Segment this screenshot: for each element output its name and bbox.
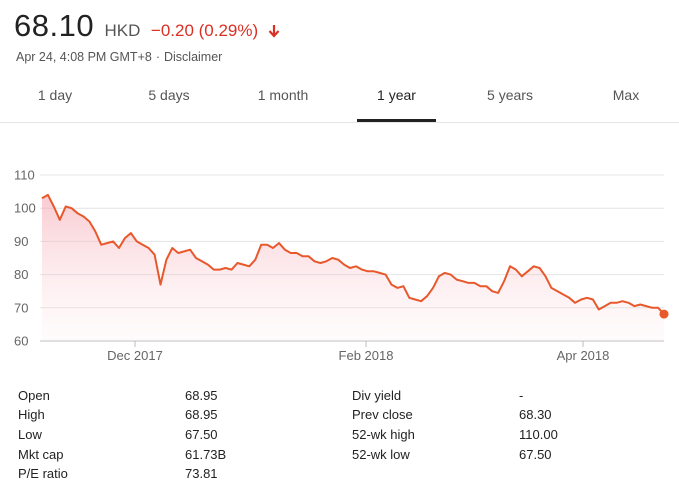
x-axis-labels: Dec 2017 Feb 2018 Apr 2018 (107, 341, 609, 363)
disclaimer-link[interactable]: Disclaimer (164, 50, 223, 64)
stat-label: Mkt cap (18, 447, 64, 462)
y-tick-label: 70 (14, 300, 28, 315)
range-tabs: 1 day 5 days 1 month 1 year 5 years Max (0, 74, 679, 123)
y-tick-label: 110 (14, 168, 35, 183)
arrow-down-icon (268, 24, 280, 43)
stat-value: 61.73B (185, 447, 227, 462)
y-tick-label: 80 (14, 267, 28, 282)
stat-value: 68.30 (519, 407, 552, 422)
tab-1-year[interactable]: 1 year (357, 74, 436, 122)
tab-max[interactable]: Max (612, 87, 640, 103)
stat-value: 110.00 (519, 427, 558, 442)
price-chart[interactable]: 110 100 90 80 70 60 Dec 2017 Feb 2018 Apr 2018 (0, 150, 679, 370)
x-tick-label: Feb 2018 (339, 348, 394, 363)
quote-timestamp: Apr 24, 4:08 PM GMT+8 (16, 50, 152, 64)
quote-header: 68.10 HKD −0.20 (0.29%) (14, 8, 280, 44)
tab-5-days[interactable]: 5 days (148, 87, 190, 103)
y-tick-label: 60 (14, 334, 28, 349)
stat-label: High (18, 407, 45, 422)
stat-label: Open (18, 388, 50, 403)
quote-meta: Apr 24, 4:08 PM GMT+8 · Disclaimer (16, 50, 222, 64)
price-change: −0.20 (0.29%) (150, 21, 259, 40)
stat-label: P/E ratio (18, 466, 68, 481)
stat-value: 68.95 (185, 407, 218, 422)
stat-value: 67.50 (185, 427, 218, 442)
price-line (41, 193, 665, 315)
x-tick-label: Apr 2018 (557, 348, 610, 363)
key-stats: Open 68.95 High 68.95 Low 67.50 Mkt cap … (18, 386, 668, 496)
x-tick-label: Dec 2017 (107, 348, 163, 363)
current-price: 68.10 (14, 8, 95, 43)
currency-code: HKD (104, 21, 141, 40)
last-price-marker (659, 309, 669, 319)
stat-label: 52-wk high (352, 427, 415, 442)
y-axis-labels: 110 100 90 80 70 60 (14, 168, 36, 349)
stat-value: 73.81 (185, 466, 218, 481)
stat-label: 52-wk low (352, 447, 410, 462)
tab-1-day[interactable]: 1 day (37, 87, 73, 103)
stat-label: Low (18, 427, 42, 442)
y-tick-label: 100 (14, 201, 36, 216)
tab-5-years[interactable]: 5 years (487, 87, 533, 103)
stat-value: 67.50 (519, 447, 552, 462)
stat-label: Prev close (352, 407, 413, 422)
stat-value: - (519, 388, 524, 403)
tab-1-month[interactable]: 1 month (257, 87, 309, 103)
meta-separator: · (155, 50, 160, 64)
stat-label: Div yield (352, 388, 402, 403)
y-tick-label: 90 (14, 234, 28, 249)
stat-value: 68.95 (185, 388, 218, 403)
